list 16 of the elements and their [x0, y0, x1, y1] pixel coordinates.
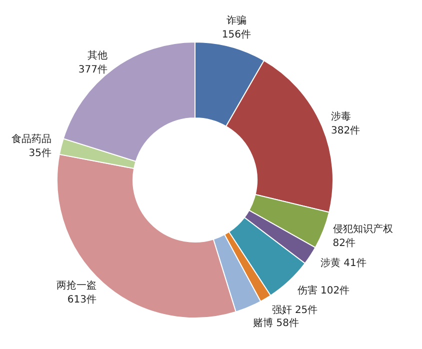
data-label: 613件: [67, 294, 96, 306]
data-label: 35件: [28, 148, 52, 159]
slice-label: 食品药品: [11, 132, 52, 145]
slice-label: 侵犯知识产权: [332, 223, 393, 236]
slice-label: 赌博 58件: [253, 316, 300, 329]
slice-label: 涉黄 41件: [320, 257, 366, 270]
slice-label: 强奸 25件: [272, 304, 318, 316]
slice-label: 两抢一盗: [56, 279, 96, 292]
data-label: 377件: [78, 64, 108, 76]
slice-label: 涉毒: [331, 110, 351, 123]
data-label: 82件: [332, 238, 356, 250]
slice-label: 伤害 102件: [297, 284, 350, 297]
slice-label: 其他: [87, 50, 108, 62]
data-label: 382件: [331, 126, 360, 137]
data-label: 156件: [222, 29, 251, 40]
slice-label: 诈骗: [226, 14, 246, 26]
